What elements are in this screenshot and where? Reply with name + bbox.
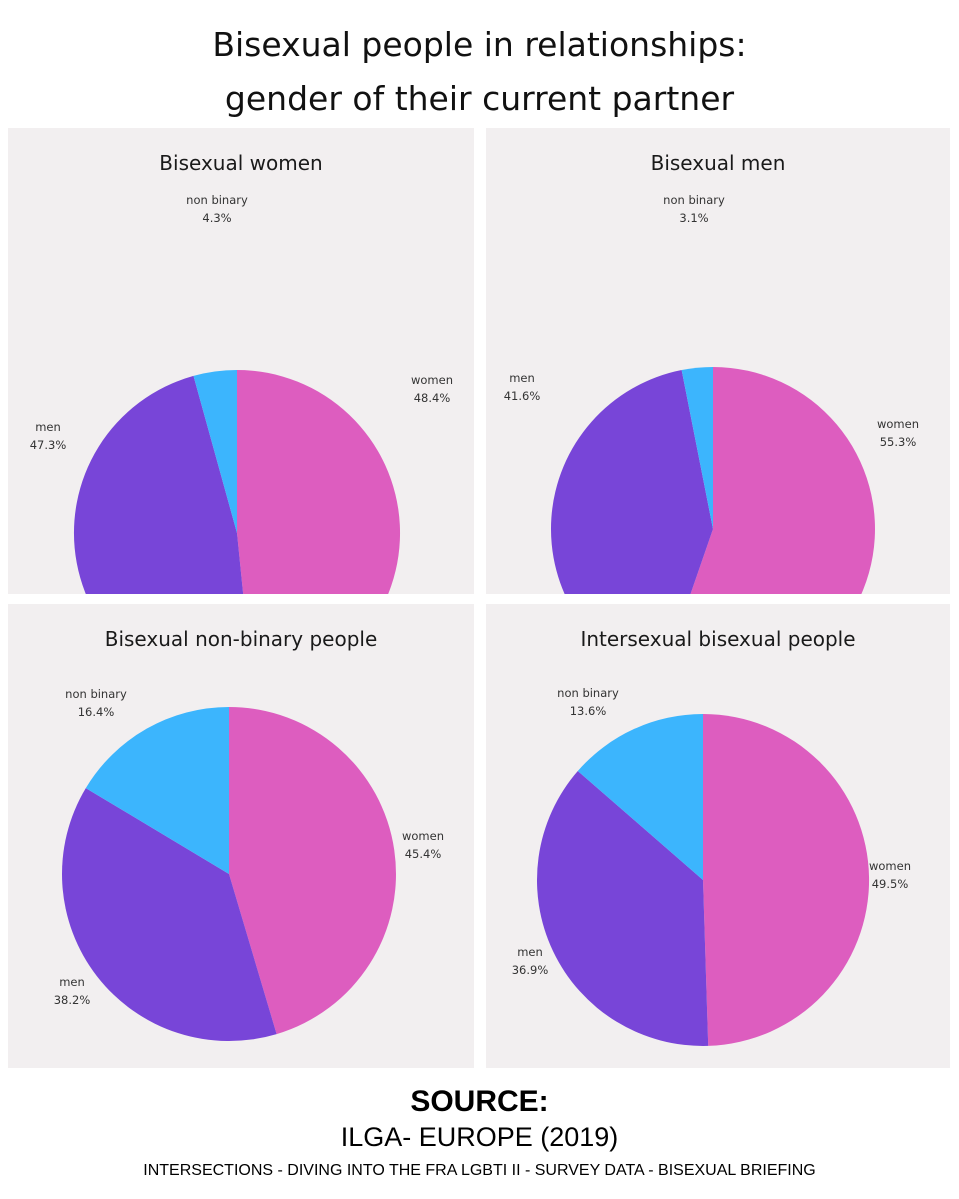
- pie-chart-bisexual-men: Bisexual men women 55.3% men 41.6% non binary…: [504, 151, 919, 594]
- slice-label-name: non binary: [186, 193, 248, 207]
- slice-label-value: 55.3%: [880, 435, 917, 449]
- source-org: ILGA- EUROPE (2019): [340, 1122, 619, 1152]
- slice-label-non-binary: non binary 13.6%: [557, 686, 619, 718]
- slice-label-value: 3.1%: [679, 211, 708, 225]
- pie-chart-bisexual-non-binary: Bisexual non-binary people women 45.4% men 3…: [54, 627, 444, 1041]
- source-heading: SOURCE:: [410, 1085, 549, 1118]
- slice-label-value: 36.9%: [512, 963, 549, 977]
- slice-label-name: men: [35, 420, 61, 434]
- slice-label-men: men 36.9%: [512, 945, 549, 977]
- pie-slice-men: [550, 370, 713, 594]
- slice-label-name: non binary: [663, 193, 725, 207]
- slice-label-value: 16.4%: [78, 705, 115, 719]
- page-title-line-1: Bisexual people in relationships:: [212, 25, 747, 64]
- slice-label-name: women: [869, 859, 911, 873]
- pie-slice-women: [229, 707, 396, 1035]
- slice-label-name: men: [517, 945, 543, 959]
- slice-label-women: women 45.4%: [402, 829, 444, 861]
- slice-label-name: women: [402, 829, 444, 843]
- pie-slice-men: [73, 375, 244, 594]
- slice-label-non-binary: non binary 4.3%: [186, 193, 248, 225]
- slice-label-non-binary: non binary 3.1%: [663, 193, 725, 225]
- slice-label-value: 47.3%: [30, 438, 67, 452]
- chart-title: Bisexual non-binary people: [105, 627, 378, 651]
- slice-label-value: 45.4%: [405, 847, 442, 861]
- slice-label-value: 49.5%: [872, 877, 909, 891]
- slice-label-men: men 47.3%: [30, 420, 67, 452]
- pie-slice-men: [536, 771, 709, 1047]
- pie-slice-women: [690, 367, 875, 594]
- slice-label-women: women 49.5%: [869, 859, 911, 891]
- slice-label-name: non binary: [557, 686, 619, 700]
- slice-label-name: men: [59, 975, 85, 989]
- slice-label-value: 13.6%: [570, 704, 607, 718]
- chart-title: Bisexual men: [651, 151, 786, 175]
- source-detail: INTERSECTIONS - DIVING INTO THE FRA LGBT…: [143, 1162, 816, 1179]
- slice-label-name: men: [509, 371, 535, 385]
- chart-title: Intersexual bisexual people: [580, 627, 855, 651]
- slice-label-men: men 38.2%: [54, 975, 91, 1007]
- slice-label-value: 48.4%: [414, 391, 451, 405]
- pie-panel-bisexual-non-binary: Bisexual non-binary people women 45.4% men 3…: [8, 604, 474, 1068]
- pie-slice-men: [61, 788, 277, 1041]
- pie-slice-women: [237, 370, 401, 594]
- pie-slice-non-binary: [577, 714, 703, 880]
- pie-chart-intersexual-bisexual: Intersexual bisexual people women 49.5% men…: [512, 627, 911, 1047]
- pie-chart-bisexual-women: Bisexual women women 48.4% men 47.3% non bina…: [30, 151, 453, 594]
- slice-label-women: women 48.4%: [411, 373, 453, 405]
- pie-slice-non-binary: [681, 367, 713, 529]
- page-title-line-2: gender of their current partner: [224, 79, 735, 118]
- pie-panel-intersexual-bisexual: Intersexual bisexual people women 49.5% men…: [486, 604, 950, 1068]
- slice-label-value: 4.3%: [202, 211, 231, 225]
- pie-slice-women: [703, 714, 870, 1046]
- pie-slice-non-binary: [193, 370, 237, 533]
- slice-label-name: women: [877, 417, 919, 431]
- slice-label-men: men 41.6%: [504, 371, 541, 403]
- pie-panel-bisexual-women: Bisexual women women 48.4% men 47.3% non bina…: [8, 128, 474, 594]
- slice-label-name: women: [411, 373, 453, 387]
- slice-label-value: 41.6%: [504, 389, 541, 403]
- slice-label-name: non binary: [65, 687, 127, 701]
- slice-label-women: women 55.3%: [877, 417, 919, 449]
- slice-label-non-binary: non binary 16.4%: [65, 687, 127, 719]
- pie-panel-bisexual-men: Bisexual men women 55.3% men 41.6% non binary…: [486, 128, 950, 594]
- pie-slice-non-binary: [85, 707, 229, 874]
- slice-label-value: 38.2%: [54, 993, 91, 1007]
- chart-title: Bisexual women: [159, 151, 322, 175]
